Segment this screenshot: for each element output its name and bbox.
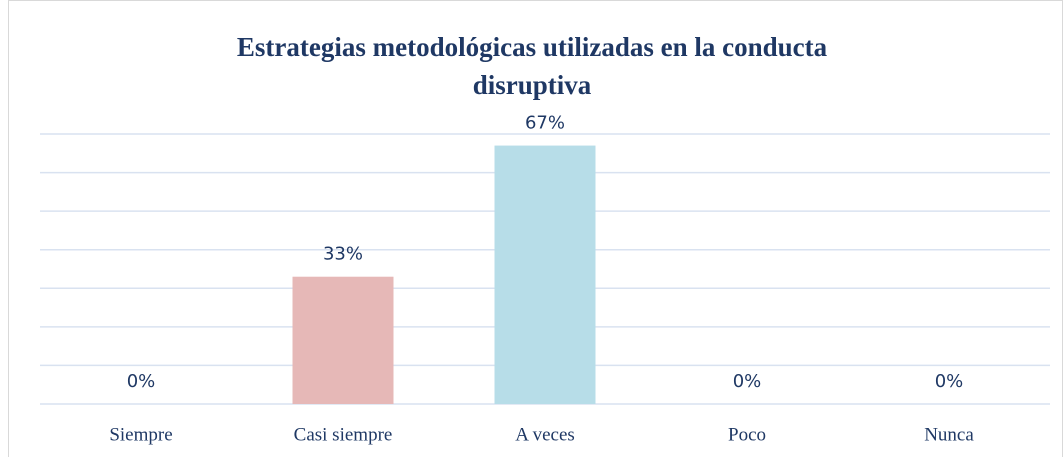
chart-border bbox=[8, 0, 1063, 457]
data-label: 0% bbox=[127, 371, 156, 392]
bar bbox=[292, 276, 394, 404]
data-label: 67% bbox=[525, 113, 565, 134]
data-label: 0% bbox=[935, 371, 964, 392]
data-label: 0% bbox=[733, 371, 762, 392]
x-tick-label: Poco bbox=[728, 424, 766, 445]
bar bbox=[494, 145, 596, 405]
x-tick-label: Casi siempre bbox=[294, 424, 393, 445]
data-label: 33% bbox=[323, 244, 363, 265]
x-tick-label: Nunca bbox=[924, 424, 974, 445]
x-tick-label: Siempre bbox=[109, 424, 172, 445]
chart-title: Estrategias metodológicas utilizadas en … bbox=[236, 32, 828, 100]
x-tick-label: A veces bbox=[515, 424, 575, 445]
